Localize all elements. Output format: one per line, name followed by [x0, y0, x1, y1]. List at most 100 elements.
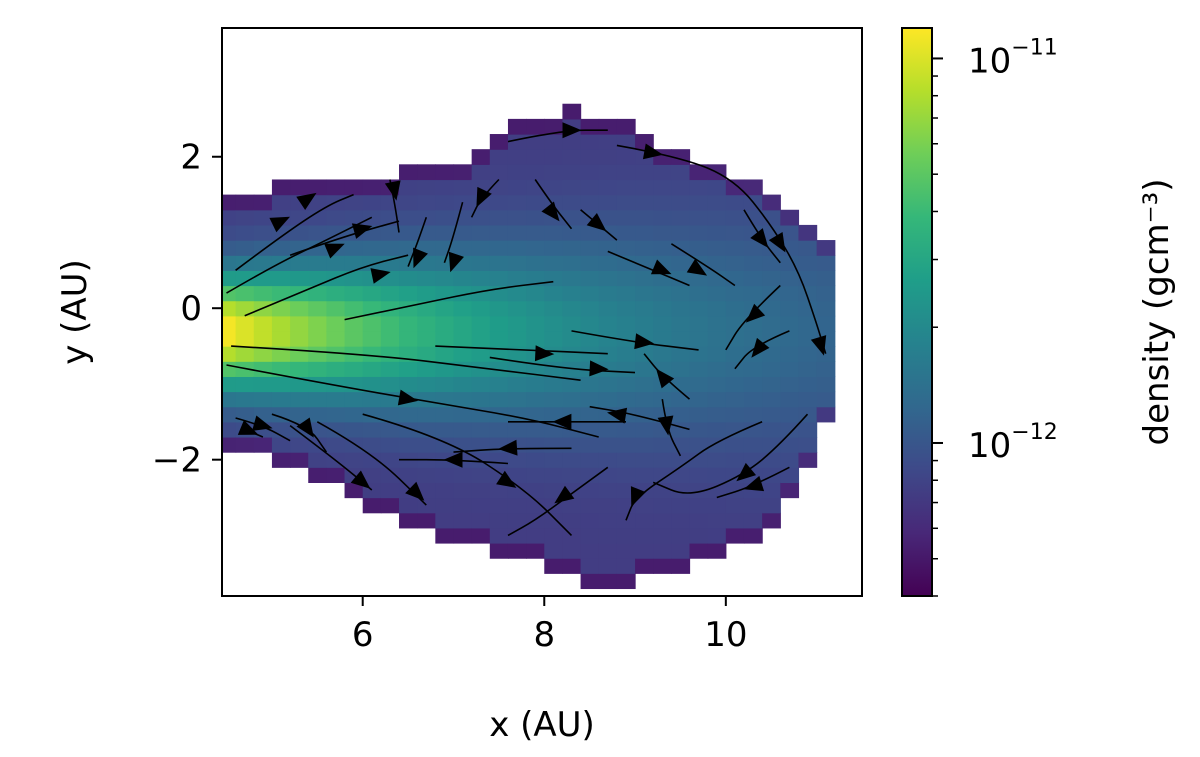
- density-cell: [507, 224, 527, 241]
- density-cell: [671, 330, 691, 347]
- density-cell: [380, 300, 400, 317]
- density-cell: [453, 467, 473, 483]
- density-cell: [544, 452, 564, 468]
- density-cell: [344, 255, 364, 271]
- density-cell: [689, 452, 709, 468]
- density-cell: [798, 315, 818, 332]
- density-cell: [725, 300, 745, 317]
- density-cell: [271, 391, 291, 408]
- density-cell: [526, 224, 545, 241]
- density-cell: [562, 436, 582, 453]
- plot-frame: [221, 27, 863, 597]
- density-cell: [326, 406, 346, 423]
- density-cell: [689, 482, 709, 499]
- density-cell: [235, 391, 255, 408]
- density-cell: [598, 179, 618, 196]
- density-cell: [471, 285, 491, 302]
- density-cell: [489, 194, 509, 211]
- density-cell: [798, 436, 818, 453]
- density-cell: [580, 482, 600, 499]
- density-cell: [580, 240, 600, 256]
- density-cell: [290, 361, 309, 377]
- density-cell: [362, 330, 382, 347]
- density-cell: [326, 346, 346, 362]
- density-cell: [816, 361, 836, 377]
- density-cell: [344, 391, 364, 408]
- density-cell: [635, 194, 654, 211]
- density-cell: [743, 391, 763, 408]
- density-cell: [544, 270, 564, 287]
- density-cell: [616, 512, 636, 529]
- density-cell: [344, 406, 364, 423]
- density-cell: [471, 240, 491, 256]
- density-cell: [635, 527, 654, 544]
- density-cell: [653, 270, 672, 287]
- density-cell: [580, 134, 600, 150]
- density-cell: [399, 497, 418, 514]
- density-cell: [635, 315, 654, 332]
- density-cell: [725, 179, 745, 196]
- density-cell: [507, 164, 527, 181]
- density-cell: [743, 255, 763, 271]
- density-cell: [380, 346, 400, 362]
- density-cell: [507, 118, 527, 135]
- density-cell: [435, 482, 455, 499]
- density-cell: [653, 194, 672, 211]
- density-cell: [635, 467, 654, 483]
- density-cell: [362, 346, 382, 362]
- density-cell: [399, 209, 418, 226]
- density-cell: [689, 209, 709, 226]
- density-cell: [598, 482, 618, 499]
- density-cell: [743, 376, 763, 393]
- density-cell: [671, 285, 691, 302]
- flow-arrow: [496, 470, 517, 488]
- density-cell: [562, 134, 582, 150]
- density-cell: [616, 315, 636, 332]
- density-cell: [707, 270, 727, 287]
- density-cell: [780, 452, 800, 468]
- density-cell: [725, 315, 745, 332]
- density-cell: [271, 361, 291, 377]
- density-cell: [326, 421, 346, 438]
- density-cell: [326, 179, 346, 196]
- streamline: [235, 193, 354, 271]
- density-cell: [616, 542, 636, 559]
- density-cell: [635, 406, 654, 423]
- x-tick-label: 6: [352, 615, 374, 655]
- density-cell: [471, 224, 491, 241]
- density-cell: [743, 436, 763, 453]
- density-cell: [780, 255, 800, 271]
- density-cell: [235, 285, 255, 302]
- density-cell: [580, 558, 600, 574]
- flow-arrow: [736, 462, 757, 482]
- density-cell: [453, 361, 473, 377]
- density-cell: [489, 421, 509, 438]
- density-cell: [326, 300, 346, 317]
- flow-arrow: [476, 186, 492, 208]
- density-cell: [507, 376, 527, 393]
- density-cell: [816, 300, 836, 317]
- density-cell: [562, 179, 582, 196]
- density-cell: [635, 270, 654, 287]
- density-cell: [489, 149, 509, 165]
- density-cell: [344, 482, 364, 499]
- density-cell: [671, 391, 691, 408]
- flow-arrow: [745, 303, 766, 323]
- y-tick-label: 0: [180, 289, 202, 329]
- density-cell: [762, 497, 781, 514]
- density-cell: [816, 285, 836, 302]
- density-cell: [326, 224, 346, 241]
- density-cell: [743, 497, 763, 514]
- density-cell: [290, 224, 309, 241]
- density-cell: [326, 209, 346, 226]
- density-cell: [780, 315, 800, 332]
- density-cell: [635, 542, 654, 559]
- density-cell: [526, 376, 545, 393]
- density-cell: [380, 406, 400, 423]
- density-cell: [308, 467, 327, 483]
- density-cell: [562, 300, 582, 317]
- density-cell: [507, 452, 527, 468]
- density-cell: [598, 467, 618, 483]
- density-cell: [417, 467, 436, 483]
- density-cell: [399, 436, 418, 453]
